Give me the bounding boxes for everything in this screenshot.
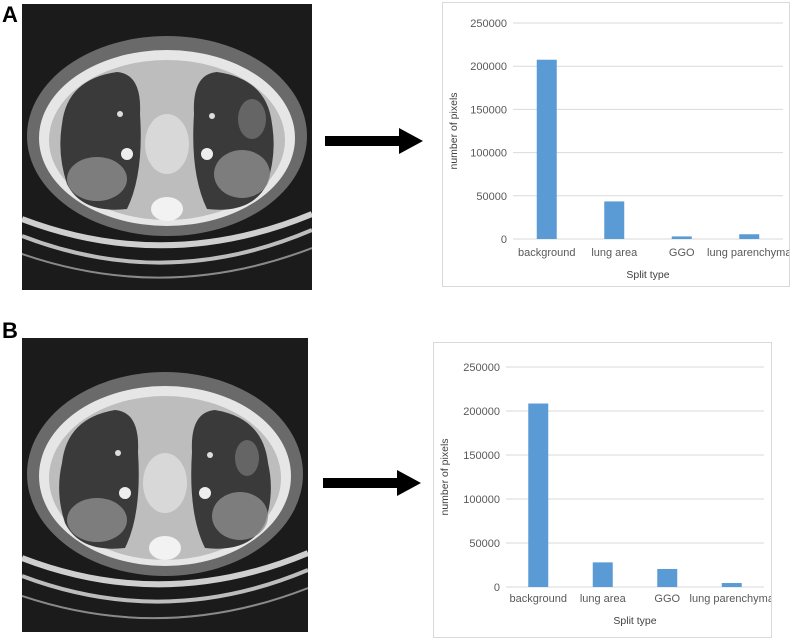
y-tick-label: 100000 bbox=[470, 148, 507, 160]
bar-lung-area bbox=[592, 562, 613, 587]
x-tick-label: lung parenchyma bbox=[707, 247, 789, 259]
y-tick-label: 0 bbox=[501, 234, 507, 246]
ct-scan-graphic bbox=[22, 372, 308, 620]
y-tick-label: 50000 bbox=[469, 538, 500, 550]
x-tick-label: GGO bbox=[654, 593, 680, 605]
y-tick-label: 0 bbox=[494, 582, 500, 594]
right-arrow-icon bbox=[323, 470, 421, 496]
x-tick-label: background bbox=[510, 593, 568, 605]
x-tick-label: GGO bbox=[669, 247, 695, 259]
y-tick-label: 150000 bbox=[463, 450, 500, 462]
x-axis-title: Split type bbox=[613, 615, 656, 627]
bar-chart-a: 0 50000 100000 150000 200000 250000 background… bbox=[448, 18, 789, 281]
y-tick-label: 200000 bbox=[470, 61, 507, 73]
chart-frame-b: 0 50000 100000 150000 200000 250000 background… bbox=[433, 342, 772, 638]
y-tick-label: 250000 bbox=[463, 362, 500, 374]
bar-GGO bbox=[657, 568, 678, 587]
y-tick-label: 150000 bbox=[470, 104, 507, 116]
bar-chart-b: 0 50000 100000 150000 200000 250000 background… bbox=[439, 362, 771, 627]
panel-label-a: A bbox=[2, 2, 18, 27]
right-arrow-icon bbox=[325, 128, 423, 154]
y-axis-title: number of pixels bbox=[448, 92, 460, 169]
bar-background bbox=[536, 59, 557, 239]
bar-background bbox=[528, 403, 549, 587]
x-axis-title: Split type bbox=[626, 269, 669, 281]
bar-lung-parenchyma bbox=[721, 583, 742, 587]
y-axis-title: number of pixels bbox=[439, 438, 451, 515]
chart-frame-a: 0 50000 100000 150000 200000 250000 background… bbox=[442, 2, 790, 287]
bar-lung-area bbox=[604, 201, 625, 239]
y-tick-label: 200000 bbox=[463, 406, 500, 418]
x-tick-label: lung area bbox=[591, 247, 638, 259]
x-tick-label: background bbox=[518, 247, 576, 259]
y-tick-label: 50000 bbox=[476, 191, 507, 203]
x-tick-label: lung area bbox=[580, 593, 627, 605]
ct-scan-image-a bbox=[22, 4, 312, 290]
ct-scan-image-b bbox=[22, 338, 308, 632]
panel-label-b: B bbox=[2, 318, 18, 343]
y-tick-label: 250000 bbox=[470, 18, 507, 30]
bar-GGO bbox=[671, 236, 692, 239]
x-tick-label: lung parenchyma bbox=[690, 593, 771, 605]
bar-lung-parenchyma bbox=[739, 234, 760, 239]
y-tick-label: 100000 bbox=[463, 494, 500, 506]
ct-scan-graphic bbox=[22, 36, 312, 279]
